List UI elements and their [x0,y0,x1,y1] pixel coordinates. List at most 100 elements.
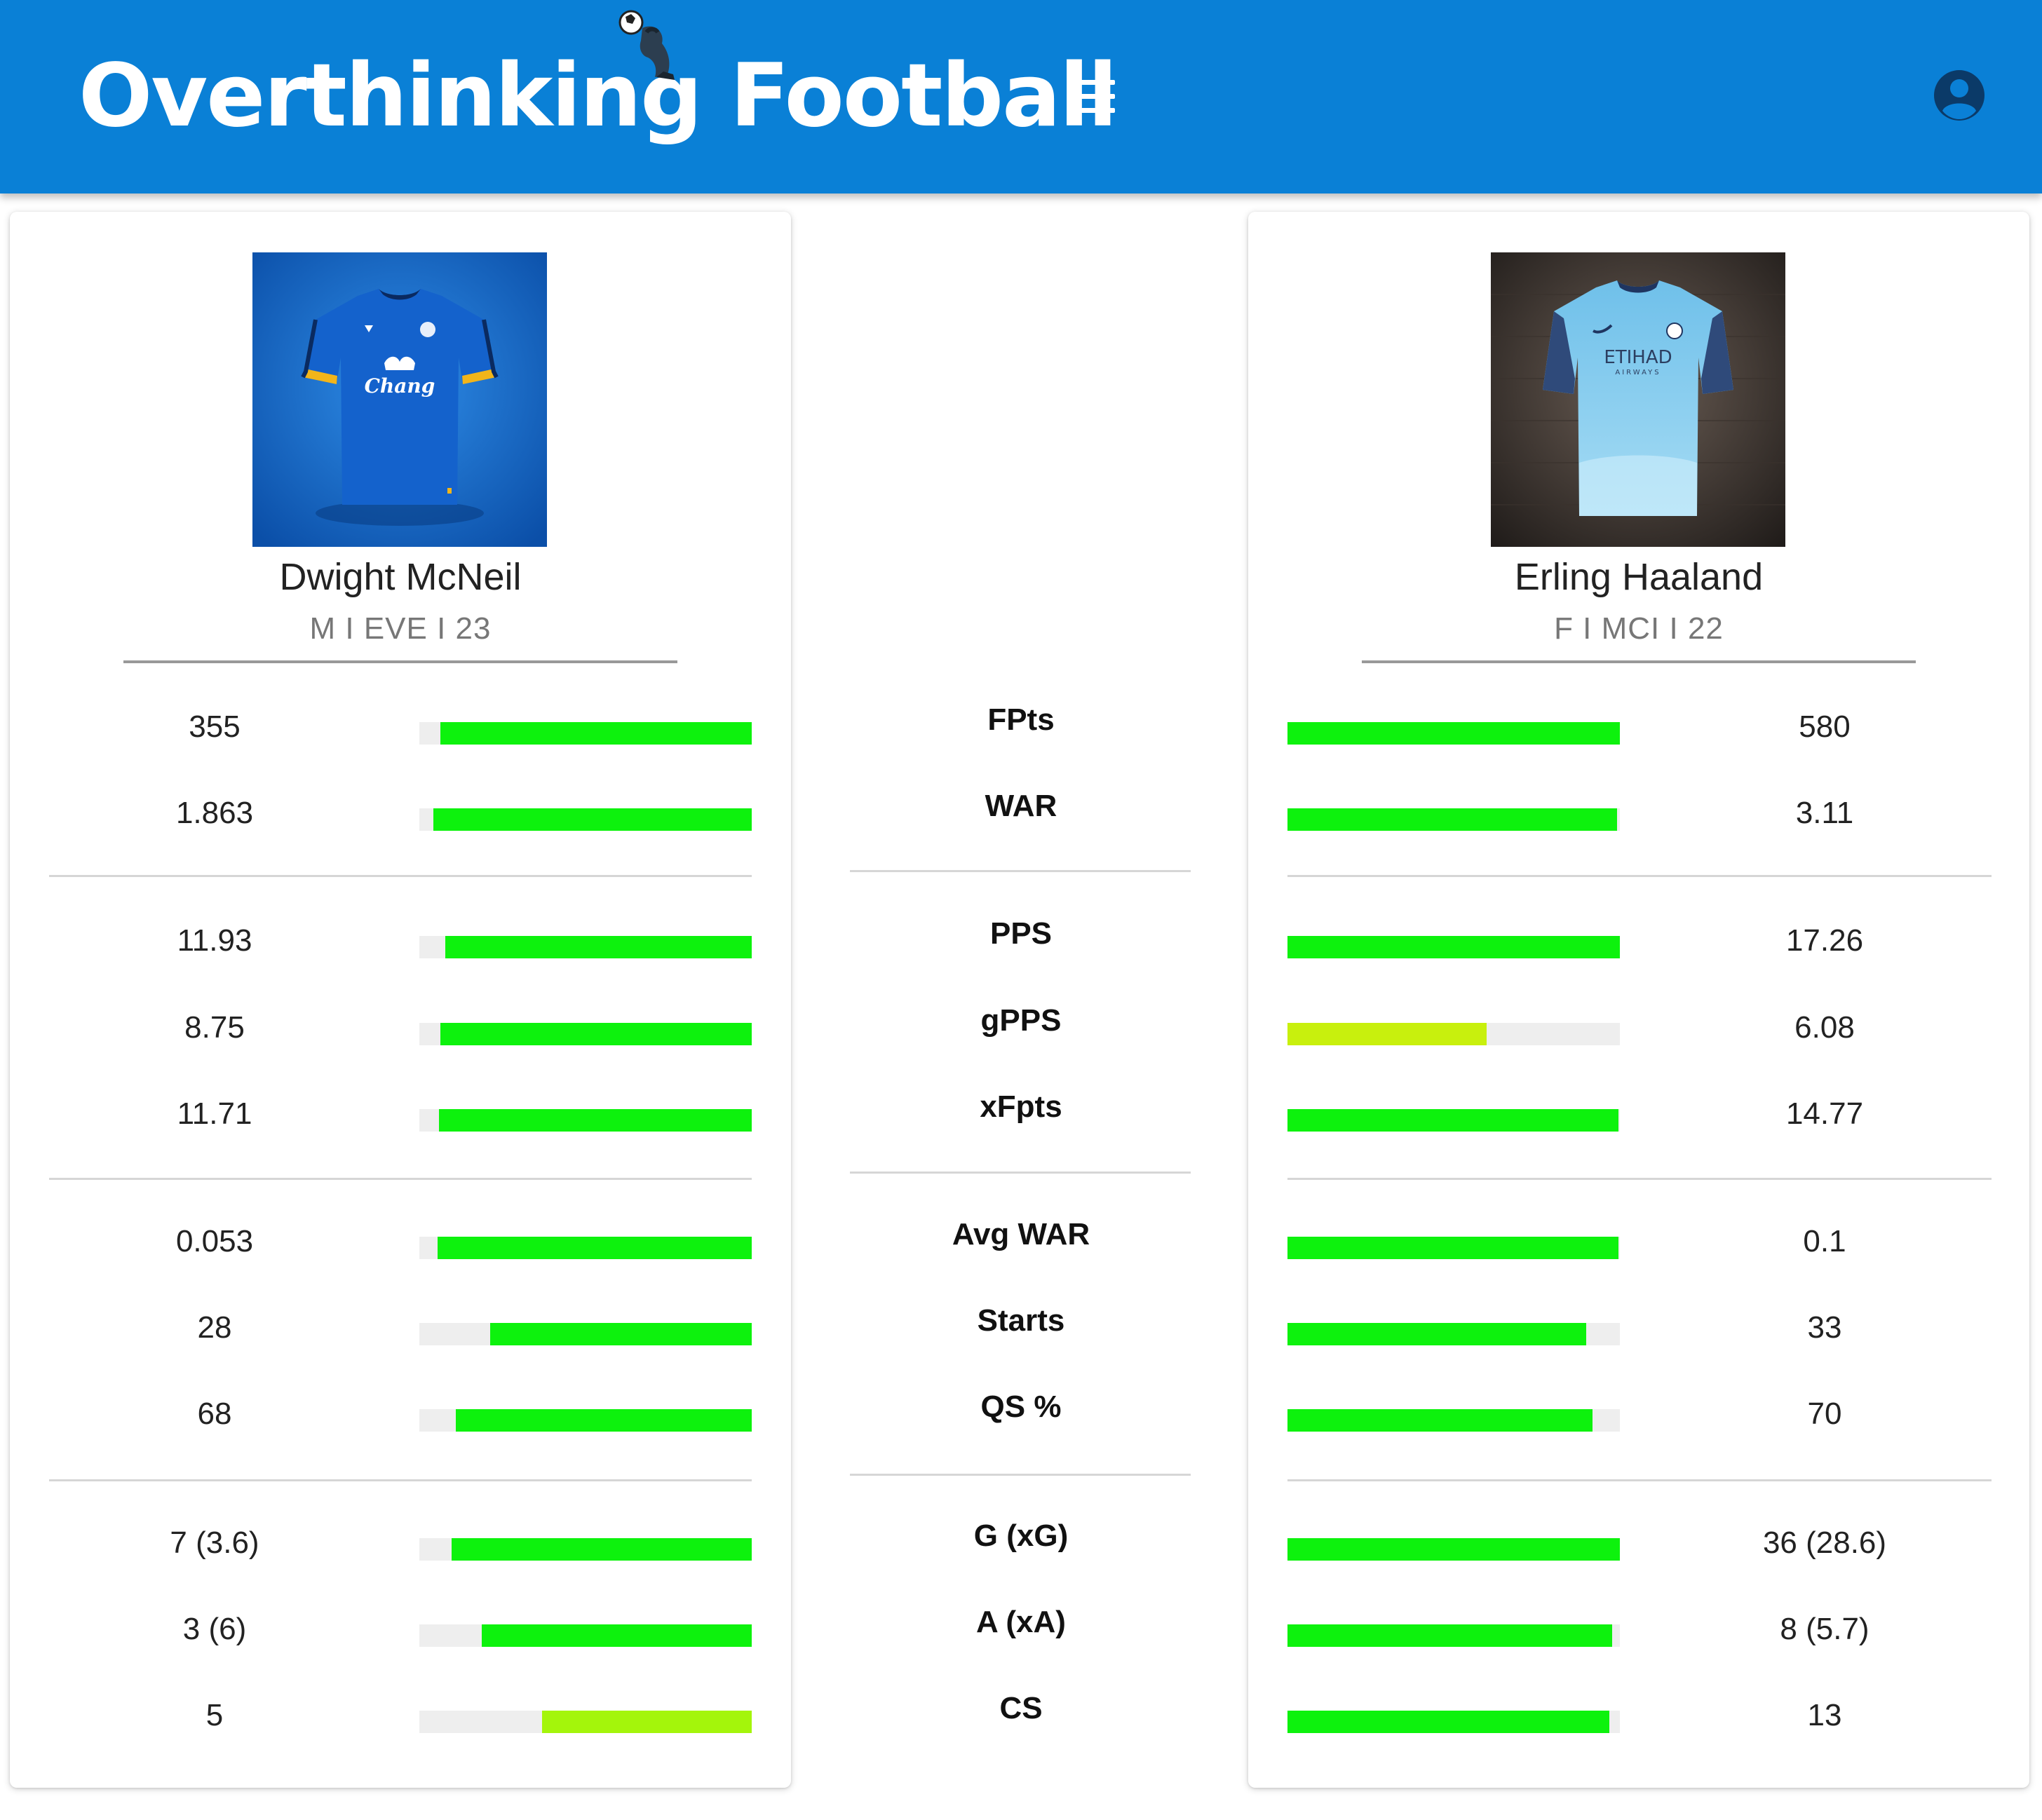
left-stat-bar-fill-avg-war [438,1237,752,1259]
left-stat-value-cs: 5 [205,1698,224,1732]
svg-text:AIRWAYS: AIRWAYS [1615,369,1661,376]
right-stat-value-qs: 70 [1807,1397,1842,1431]
left-group-divider [49,1178,752,1180]
thinker-with-ball-icon [618,10,675,80]
left-stat-bar-pps [419,936,752,958]
right-player-divider [1362,660,1916,663]
right-stat-bar-war [1287,808,1620,831]
left-stat-value-pps: 11.93 [177,923,252,958]
right-stat-value-pps: 17.26 [1785,923,1864,958]
left-stat-value-xfpts: 11.71 [177,1096,252,1131]
right-stat-bar-a-xa [1287,1624,1620,1647]
left-stat-bar-avg-war [419,1237,752,1259]
left-stat-bar-fill-pps [445,936,752,958]
left-stat-bar-fill-war [433,808,752,831]
right-stat-value-xfpts: 14.77 [1785,1096,1864,1131]
left-stat-bar-gpps [419,1023,752,1045]
right-stat-bar-fill-cs [1287,1711,1610,1733]
right-stat-value-g-xg: 36 (28.6) [1762,1526,1887,1560]
stat-label-gpps: gPPS [980,1003,1062,1038]
right-stat-value-starts: 33 [1807,1310,1842,1345]
right-stat-value-cs: 13 [1807,1698,1842,1732]
left-stat-bar-cs [419,1711,752,1733]
right-player-meta: F I MCI I 22 [1554,611,1724,646]
account-circle-icon[interactable] [1933,69,1986,122]
left-stat-bar-fill-g-xg [452,1538,752,1561]
right-stat-value-gpps: 6.08 [1794,1010,1855,1045]
stat-label-xfpts: xFpts [980,1089,1062,1124]
left-stat-bar-g-xg [419,1538,752,1561]
label-group-divider [850,870,1191,872]
left-player-meta: M I EVE I 23 [309,611,492,646]
right-stat-bar-qs [1287,1409,1620,1432]
right-player-name: Erling Haaland [1514,556,1764,598]
left-stat-value-a-xa: 3 (6) [182,1612,247,1646]
left-stat-bar-fill-qs [456,1409,752,1432]
left-group-divider [49,1479,752,1481]
left-stat-bar-xfpts [419,1109,752,1132]
stat-label-fpts: FPts [987,702,1055,737]
left-stat-bar-a-xa [419,1624,752,1647]
left-player-jersey-image: Chang [252,252,547,547]
right-player-card: ETIHAD AIRWAYS Erling Haaland F I MCI I … [1248,212,2029,1788]
right-stat-bar-fill-starts [1287,1323,1586,1345]
svg-text:ETIHAD: ETIHAD [1604,347,1672,368]
stat-label-a-xa: A (xA) [976,1605,1066,1639]
svg-text:Chang: Chang [365,374,435,398]
right-stat-bar-fill-qs [1287,1409,1593,1432]
stat-label-cs: CS [999,1691,1043,1725]
right-stat-bar-starts [1287,1323,1620,1345]
right-group-divider [1287,875,1992,877]
right-stat-value-avg-war: 0.1 [1803,1224,1846,1258]
left-stat-value-war: 1.863 [175,796,254,830]
right-stat-bar-cs [1287,1711,1620,1733]
right-player-jersey-image: ETIHAD AIRWAYS [1491,252,1785,547]
right-stat-bar-fill-a-xa [1287,1624,1612,1647]
right-stat-bar-fill-pps [1287,936,1620,958]
left-stat-bar-fill-gpps [440,1023,752,1045]
left-stat-value-avg-war: 0.053 [175,1224,254,1258]
right-stat-bar-xfpts [1287,1109,1620,1132]
left-player-name: Dwight McNeil [279,556,522,598]
left-stat-value-starts: 28 [197,1310,232,1345]
app-title[interactable]: Overthinking Football [79,46,1118,147]
right-stat-value-a-xa: 8 (5.7) [1780,1612,1869,1646]
left-stat-value-gpps: 8.75 [184,1010,245,1045]
left-stat-value-g-xg: 7 (3.6) [170,1526,259,1560]
left-stat-value-qs: 68 [197,1397,232,1431]
label-group-divider [850,1474,1191,1476]
stat-label-pps: PPS [989,916,1053,951]
stat-label-starts: Starts [977,1303,1065,1338]
right-stat-bar-fpts [1287,722,1620,745]
right-stat-value-fpts: 580 [1799,709,1851,744]
left-stat-bar-fill-starts [489,1323,752,1345]
right-group-divider [1287,1178,1992,1180]
left-stat-value-fpts: 355 [189,709,241,744]
left-stat-bar-war [419,808,752,831]
app-header: Overthinking Football [0,0,2042,193]
left-stat-bar-fill-xfpts [438,1109,752,1132]
left-stat-bar-fpts [419,722,752,745]
right-stat-bar-pps [1287,936,1620,958]
stat-label-war: WAR [985,789,1057,823]
right-stat-bar-fill-avg-war [1287,1237,1619,1259]
stat-label-g-xg: G (xG) [973,1519,1069,1553]
left-stat-bar-starts [419,1323,752,1345]
left-player-card: Chang Dwight McNeil M I EVE I 23 [10,212,791,1788]
right-stat-bar-g-xg [1287,1538,1620,1561]
right-stat-bar-avg-war [1287,1237,1620,1259]
right-group-divider [1287,1479,1992,1481]
stat-label-qs: QS % [980,1390,1062,1424]
left-player-divider [123,660,677,663]
left-stat-bar-fill-cs [541,1711,752,1733]
right-stat-bar-fill-war [1287,808,1618,831]
right-stat-bar-gpps [1287,1023,1620,1045]
left-stat-bar-qs [419,1409,752,1432]
label-group-divider [850,1172,1191,1174]
left-stat-bar-fill-fpts [440,722,752,745]
hamburger-menu-icon[interactable] [1069,79,1118,115]
right-stat-bar-fill-fpts [1287,722,1620,745]
right-stat-bar-fill-xfpts [1287,1109,1619,1132]
right-stat-bar-fill-gpps [1287,1023,1487,1045]
left-group-divider [49,875,752,877]
